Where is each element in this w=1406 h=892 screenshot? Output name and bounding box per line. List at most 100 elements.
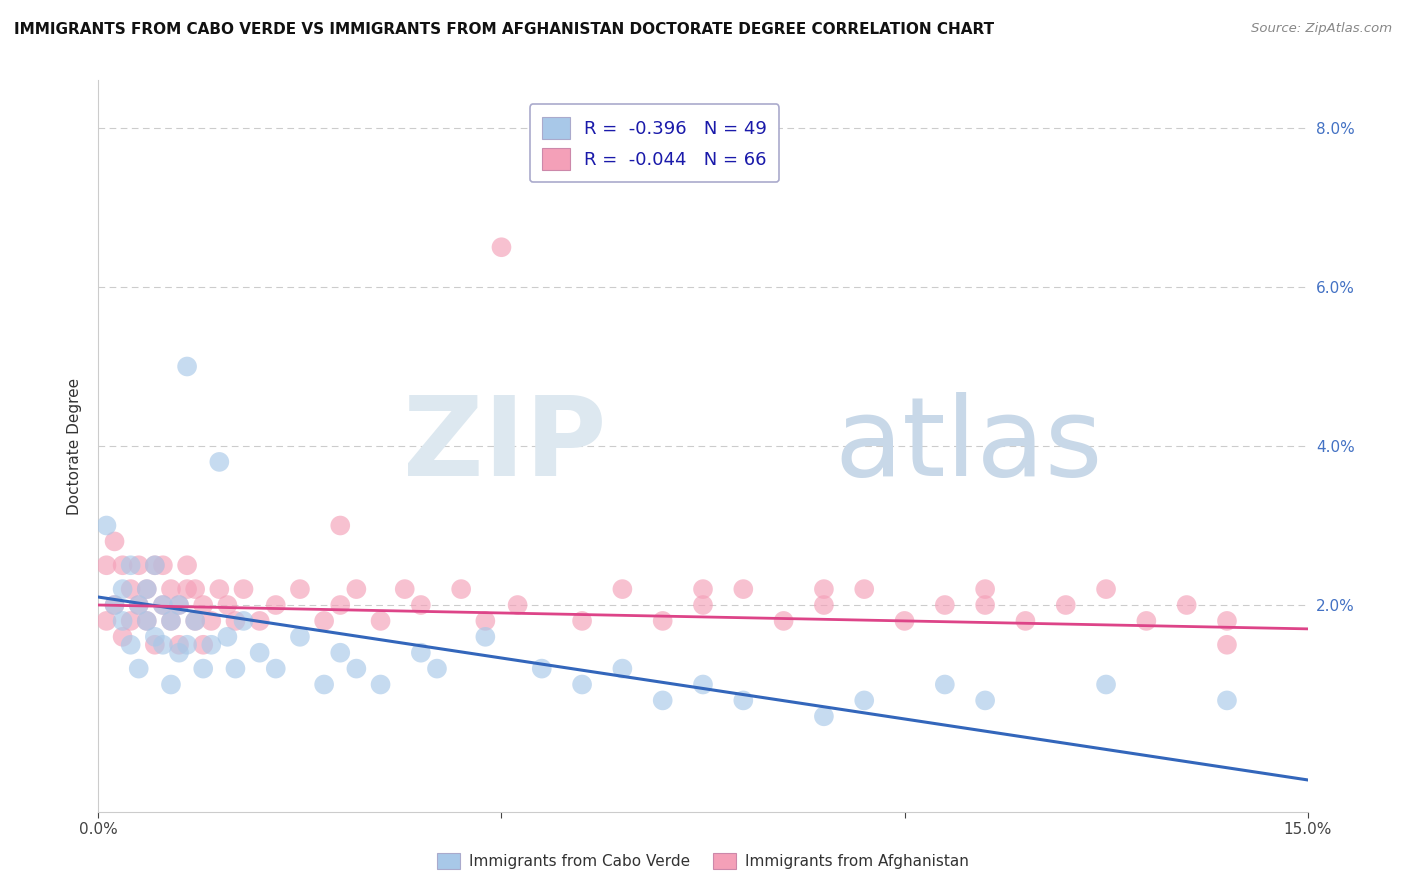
- Point: [314, 677, 336, 691]
- Point: [264, 662, 287, 676]
- Point: [1054, 598, 1077, 612]
- Point: [974, 582, 997, 596]
- Point: [733, 693, 755, 707]
- Y-axis label: Doctorate Degree: Doctorate Degree: [67, 377, 83, 515]
- Point: [152, 598, 174, 612]
- Point: [176, 558, 198, 573]
- Point: [506, 598, 529, 612]
- Text: atlas: atlas: [835, 392, 1104, 500]
- Point: [288, 630, 311, 644]
- Point: [152, 598, 174, 612]
- Point: [409, 646, 432, 660]
- Point: [111, 630, 134, 644]
- Point: [249, 646, 271, 660]
- Point: [184, 614, 207, 628]
- Point: [167, 598, 190, 612]
- Point: [143, 630, 166, 644]
- Point: [288, 582, 311, 596]
- Point: [1175, 598, 1198, 612]
- Point: [120, 638, 142, 652]
- Point: [224, 614, 246, 628]
- Point: [1135, 614, 1157, 628]
- Point: [143, 558, 166, 573]
- Point: [853, 693, 876, 707]
- Point: [176, 582, 198, 596]
- Point: [934, 598, 956, 612]
- Point: [128, 662, 150, 676]
- Point: [409, 598, 432, 612]
- Point: [344, 582, 367, 596]
- Point: [692, 598, 714, 612]
- Point: [974, 693, 997, 707]
- Point: [176, 359, 198, 374]
- Point: [200, 614, 222, 628]
- Point: [224, 662, 246, 676]
- Point: [314, 614, 336, 628]
- Point: [184, 614, 207, 628]
- Point: [450, 582, 472, 596]
- Point: [160, 582, 183, 596]
- Point: [813, 709, 835, 723]
- Point: [193, 638, 215, 652]
- Point: [571, 614, 593, 628]
- Point: [152, 638, 174, 652]
- Point: [853, 582, 876, 596]
- Point: [184, 582, 207, 596]
- Point: [208, 455, 231, 469]
- Point: [200, 638, 222, 652]
- Point: [128, 558, 150, 573]
- Point: [96, 614, 118, 628]
- Point: [167, 598, 190, 612]
- Point: [103, 598, 125, 612]
- Point: [208, 582, 231, 596]
- Point: [96, 518, 118, 533]
- Point: [772, 614, 794, 628]
- Legend: Immigrants from Cabo Verde, Immigrants from Afghanistan: Immigrants from Cabo Verde, Immigrants f…: [430, 847, 976, 875]
- Point: [232, 614, 254, 628]
- Point: [329, 646, 352, 660]
- Point: [160, 677, 183, 691]
- Point: [103, 598, 125, 612]
- Point: [530, 662, 553, 676]
- Point: [474, 614, 496, 628]
- Point: [103, 534, 125, 549]
- Point: [651, 614, 673, 628]
- Point: [692, 677, 714, 691]
- Point: [692, 582, 714, 596]
- Point: [135, 582, 157, 596]
- Point: [96, 558, 118, 573]
- Point: [128, 598, 150, 612]
- Point: [612, 582, 634, 596]
- Legend: R =  -0.396   N = 49, R =  -0.044   N = 66: R = -0.396 N = 49, R = -0.044 N = 66: [530, 104, 779, 182]
- Point: [135, 614, 157, 628]
- Point: [813, 582, 835, 596]
- Point: [893, 614, 915, 628]
- Point: [249, 614, 271, 628]
- Point: [167, 646, 190, 660]
- Point: [120, 558, 142, 573]
- Text: ZIP: ZIP: [404, 392, 606, 500]
- Point: [217, 598, 239, 612]
- Point: [1216, 693, 1239, 707]
- Point: [329, 598, 352, 612]
- Point: [474, 630, 496, 644]
- Point: [232, 582, 254, 596]
- Point: [344, 662, 367, 676]
- Point: [217, 630, 239, 644]
- Point: [1216, 638, 1239, 652]
- Point: [135, 582, 157, 596]
- Point: [143, 558, 166, 573]
- Point: [143, 638, 166, 652]
- Point: [934, 677, 956, 691]
- Point: [135, 614, 157, 628]
- Point: [370, 677, 392, 691]
- Point: [120, 614, 142, 628]
- Point: [111, 614, 134, 628]
- Point: [733, 582, 755, 596]
- Point: [329, 518, 352, 533]
- Point: [370, 614, 392, 628]
- Point: [111, 558, 134, 573]
- Point: [160, 614, 183, 628]
- Point: [1216, 614, 1239, 628]
- Point: [264, 598, 287, 612]
